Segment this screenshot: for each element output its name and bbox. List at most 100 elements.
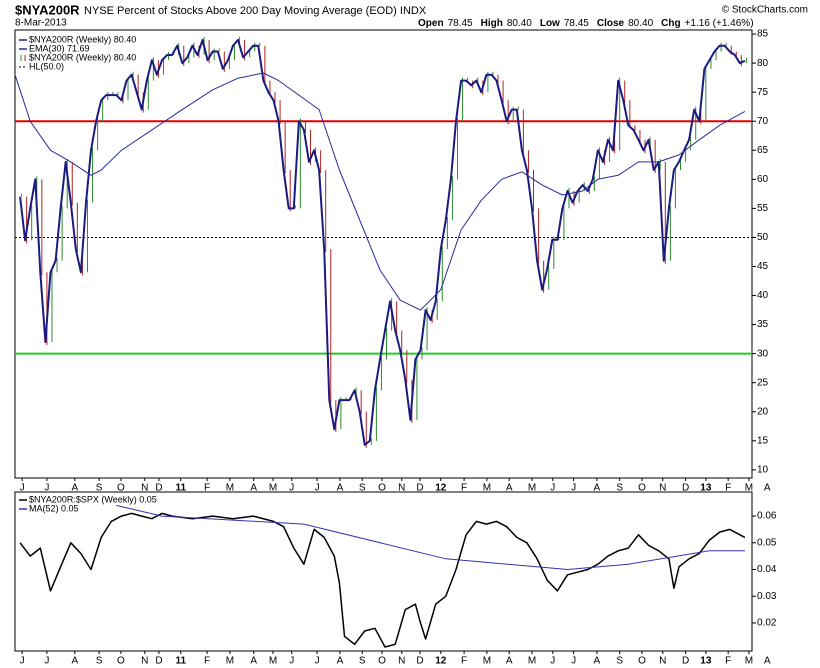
x-tick-label: 13 <box>700 656 712 667</box>
x-tick-label: M <box>269 656 277 667</box>
y-tick-label: 10 <box>757 465 769 476</box>
x-tick-label: N <box>398 656 405 667</box>
x-tick-label: F <box>204 483 210 494</box>
x-tick-label: F <box>461 483 467 494</box>
legend-label: $NYA200R (Weekly) 80.40 <box>29 52 136 62</box>
x-tick-label: A <box>337 656 344 667</box>
quote-value: 80.40 <box>507 18 532 29</box>
x-tick-label: S <box>359 483 366 494</box>
quote-label: Chg <box>661 18 680 29</box>
y-tick-label: 25 <box>757 377 769 388</box>
legend-label: HL(50.0) <box>29 61 64 71</box>
x-tick-label: A <box>506 483 513 494</box>
x-tick-label: J <box>20 483 25 494</box>
x-tick-label: D <box>682 483 689 494</box>
x-tick-label: J <box>571 483 576 494</box>
x-tick-label: M <box>269 483 277 494</box>
x-tick-label: A <box>337 483 344 494</box>
y-tick-label: 30 <box>757 348 769 359</box>
y-tick-label: 70 <box>757 116 769 127</box>
y-tick-label: 0.04 <box>757 564 777 575</box>
x-tick-label: N <box>659 656 666 667</box>
x-tick-label: D <box>416 483 423 494</box>
x-tick-label: M <box>226 656 234 667</box>
y-tick-label: 15 <box>757 435 769 446</box>
y-tick-label: 60 <box>757 174 769 185</box>
x-tick-label: D <box>155 483 162 494</box>
quote-value: 80.40 <box>628 18 653 29</box>
x-tick-label: S <box>616 656 623 667</box>
x-tick-label: 11 <box>175 656 186 667</box>
x-tick-label: D <box>682 656 689 667</box>
x-tick-label: F <box>204 656 210 667</box>
x-tick-label: M <box>745 483 753 494</box>
x-tick-label: M <box>528 656 536 667</box>
x-tick-label: A <box>506 656 513 667</box>
y-tick-label: 35 <box>757 319 769 330</box>
quote-label: High <box>481 18 503 29</box>
quote: Open 78.45 High 80.40 Low 78.45 Close 80.40 Chg +… <box>418 18 754 29</box>
series-line <box>19 38 746 446</box>
y-tick-label: 45 <box>757 261 769 272</box>
x-tick-label: 12 <box>435 483 447 494</box>
x-tick-label: S <box>96 656 103 667</box>
x-tick-label: M <box>745 656 753 667</box>
y-tick-label: 0.03 <box>757 591 777 602</box>
x-tick-label: M <box>226 483 234 494</box>
x-tick-label: J <box>289 483 294 494</box>
quote-value: 78.45 <box>448 18 473 29</box>
x-tick-label: N <box>398 483 405 494</box>
x-tick-label: O <box>378 656 386 667</box>
x-tick-label: F <box>725 656 731 667</box>
x-tick-label: A <box>250 483 257 494</box>
legend-label: $NYA200R:$SPX (Weekly) 0.05 <box>29 494 157 504</box>
chart-title: NYSE Percent of Stocks Above 200 Day Mov… <box>84 5 427 17</box>
y-tick-label: 75 <box>757 87 769 98</box>
x-tick-label: J <box>571 656 576 667</box>
y-tick-label: 0.06 <box>757 511 777 522</box>
plot-area <box>14 491 753 652</box>
quote-label: Open <box>418 18 444 29</box>
x-tick-label: S <box>96 483 103 494</box>
x-tick-label: J <box>44 656 49 667</box>
symbol: $NYA200R <box>15 2 80 17</box>
x-tick-label: F <box>725 483 731 494</box>
x-tick-label: J <box>315 656 320 667</box>
y-tick-label: 55 <box>757 203 769 214</box>
x-tick-label: O <box>638 483 646 494</box>
series-line <box>19 512 746 648</box>
x-tick-label: A <box>71 483 78 494</box>
x-tick-label: D <box>416 656 423 667</box>
x-tick-label: J <box>550 483 555 494</box>
y-tick-label: 40 <box>757 290 769 301</box>
quote-label: Low <box>540 18 560 29</box>
y-tick-label: 50 <box>757 232 769 243</box>
x-tick-label: S <box>359 656 366 667</box>
x-tick-label: A <box>250 656 257 667</box>
x-tick-label: A <box>764 483 771 494</box>
x-tick-label: A <box>594 483 601 494</box>
quote-value: +1.16 (+1.46%) <box>685 18 754 29</box>
y-tick-label: 0.02 <box>757 618 777 629</box>
x-tick-label: J <box>550 656 555 667</box>
series-line <box>116 504 745 570</box>
x-tick-label: J <box>20 656 25 667</box>
y-tick-label: 80 <box>757 58 769 69</box>
series-line <box>14 72 746 311</box>
x-tick-label: 13 <box>700 483 712 494</box>
legend-label: $NYA200R (Weekly) 80.40 <box>29 34 136 44</box>
plot-area <box>14 29 753 479</box>
x-tick-label: N <box>141 656 148 667</box>
x-tick-label: M <box>483 483 491 494</box>
x-tick-label: M <box>483 656 491 667</box>
legend-label: EMA(30) 71.69 <box>29 43 90 53</box>
x-tick-label: O <box>117 483 125 494</box>
y-tick-label: 0.05 <box>757 537 777 548</box>
x-tick-label: N <box>141 483 148 494</box>
x-tick-label: D <box>155 656 162 667</box>
x-tick-label: A <box>594 656 601 667</box>
x-tick-label: J <box>44 483 49 494</box>
x-tick-label: 11 <box>175 483 186 494</box>
quote-value: 78.45 <box>564 18 589 29</box>
